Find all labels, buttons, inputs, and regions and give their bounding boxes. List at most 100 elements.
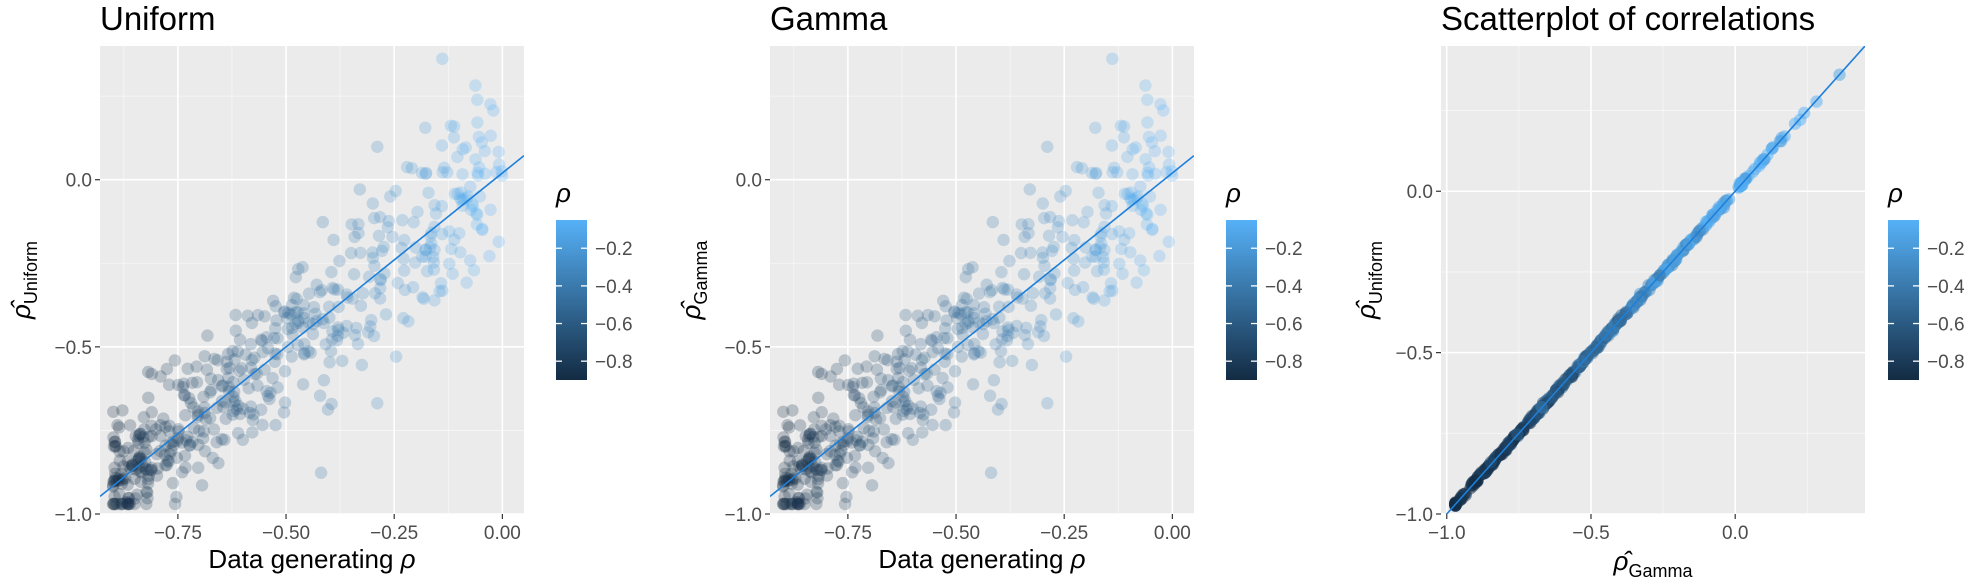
data-point [939, 322, 952, 335]
data-point [121, 495, 134, 509]
data-point [218, 433, 231, 446]
data-point [187, 422, 201, 435]
data-point [1068, 233, 1081, 247]
data-point [245, 316, 259, 330]
data-point [297, 298, 310, 311]
data-point [325, 397, 338, 411]
data-point [121, 441, 135, 455]
data-point [469, 79, 482, 92]
data-point [799, 492, 812, 505]
data-point [492, 158, 506, 171]
data-point [127, 444, 141, 457]
data-point [995, 397, 1008, 411]
data-point [1089, 121, 1102, 134]
data-point [112, 421, 126, 434]
data-point [850, 434, 863, 447]
data-point [183, 438, 196, 452]
data-point [1018, 230, 1031, 244]
data-point [799, 463, 813, 476]
data-point [149, 423, 163, 436]
data-point [255, 403, 268, 416]
data-point [441, 166, 454, 179]
data-point [829, 459, 842, 472]
data-point [808, 436, 821, 449]
data-point [1134, 254, 1147, 267]
data-point [420, 265, 434, 278]
data-point [137, 431, 150, 444]
data-point [162, 378, 176, 391]
data-point [366, 251, 380, 265]
data-point [142, 469, 155, 482]
data-point [804, 427, 817, 441]
data-point [1131, 190, 1145, 203]
data-point [197, 390, 210, 403]
data-point [871, 329, 884, 342]
data-point [1123, 227, 1136, 240]
data-point [362, 326, 375, 339]
legend: ρ −0.2 −0.4 −0.6 −0.8 [1887, 178, 1965, 380]
data-point [309, 307, 322, 320]
data-point [348, 328, 362, 342]
data-point [210, 436, 223, 449]
data-point [1141, 169, 1155, 182]
data-point [1017, 268, 1031, 281]
data-point [266, 371, 279, 385]
data-point [778, 461, 791, 474]
data-point [1106, 166, 1119, 179]
data-point [777, 497, 791, 511]
data-point [332, 300, 345, 314]
data-point [124, 462, 138, 476]
data-point [422, 186, 435, 199]
data-point [1078, 256, 1092, 269]
data-point [928, 310, 941, 323]
data-point [168, 497, 182, 511]
data-point [941, 381, 954, 394]
data-point [893, 361, 906, 375]
data-point [326, 325, 339, 338]
data-point [783, 487, 796, 501]
data-point [1007, 326, 1020, 339]
data-point [1026, 287, 1040, 300]
data-point [916, 413, 929, 427]
data-point [161, 454, 174, 467]
data-point [216, 379, 229, 392]
data-point [1003, 254, 1016, 268]
data-point [180, 434, 193, 447]
data-point [896, 408, 909, 421]
data-point [1047, 240, 1060, 254]
data-point [354, 246, 367, 259]
data-point [831, 454, 844, 467]
data-point [278, 306, 291, 319]
data-point [353, 183, 366, 196]
data-point [133, 451, 146, 465]
data-point [378, 267, 391, 280]
data-point [302, 287, 316, 300]
data-point [898, 385, 911, 398]
data-point [122, 497, 135, 511]
data-point [443, 225, 456, 238]
data-point [132, 429, 146, 442]
data-point [956, 328, 969, 341]
data-point [1484, 456, 1497, 469]
data-point [1033, 270, 1046, 283]
data-point [398, 283, 412, 297]
data-point [1048, 267, 1061, 280]
data-point [1141, 116, 1154, 129]
data-point [931, 342, 945, 355]
data-point [1097, 263, 1111, 276]
legend-label: −0.4 [595, 277, 633, 298]
data-point [428, 243, 441, 257]
data-point [805, 453, 818, 466]
data-point [892, 371, 905, 385]
data-point [939, 300, 952, 313]
data-point [314, 466, 328, 479]
data-point [803, 451, 816, 465]
legend-label: −0.8 [1265, 352, 1303, 373]
legend-label: −0.8 [595, 352, 633, 373]
data-point [980, 278, 993, 291]
data-point [113, 445, 126, 458]
data-point [862, 438, 875, 452]
data-point [122, 491, 135, 505]
data-point [406, 281, 420, 294]
data-point [246, 426, 259, 439]
